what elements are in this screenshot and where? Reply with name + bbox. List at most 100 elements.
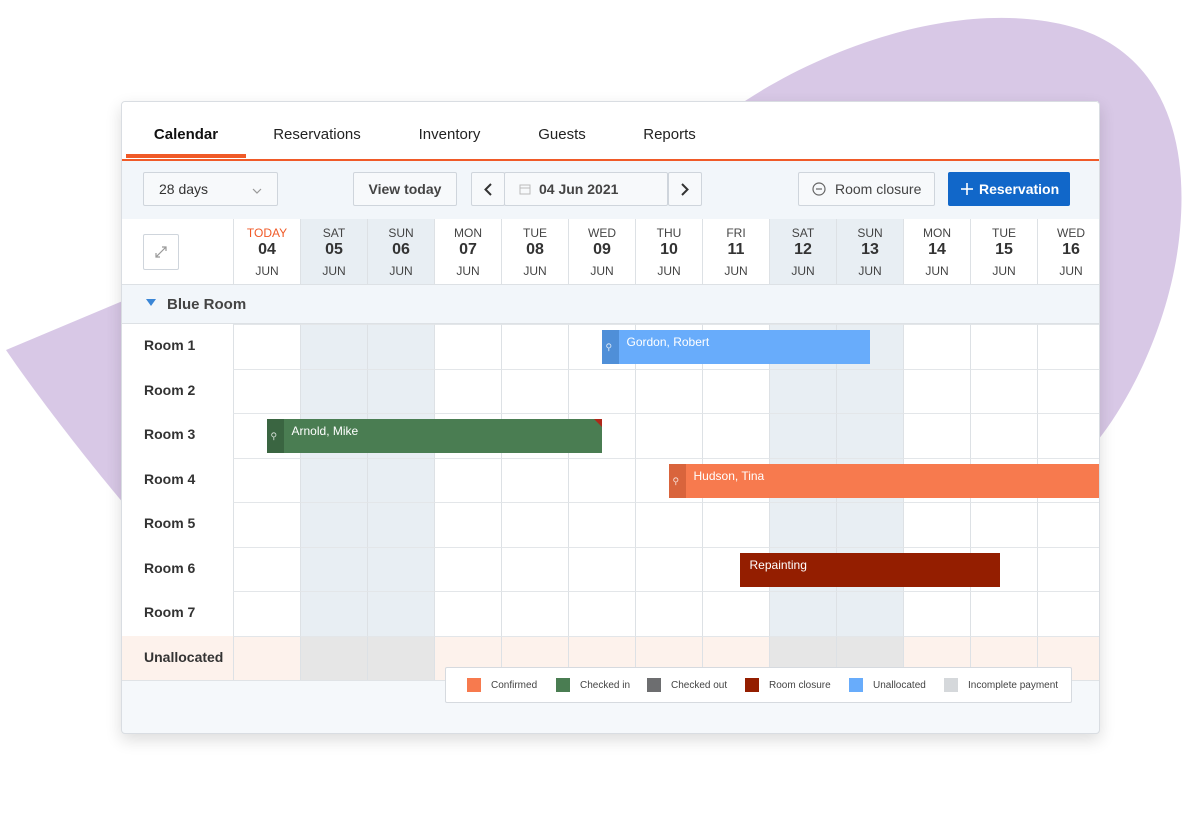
calendar-cell[interactable] bbox=[434, 368, 501, 413]
calendar-cell[interactable] bbox=[434, 324, 501, 369]
calendar-cell[interactable] bbox=[635, 546, 702, 591]
calendar-cell[interactable] bbox=[769, 413, 836, 458]
tab-inventory[interactable]: Inventory bbox=[418, 126, 481, 143]
prev-date-button[interactable] bbox=[471, 172, 505, 206]
booking-name: Hudson, Tina bbox=[693, 468, 765, 483]
view-today-button[interactable]: View today bbox=[353, 172, 457, 206]
calendar-cell[interactable] bbox=[769, 502, 836, 547]
calendar-cell[interactable] bbox=[702, 368, 769, 413]
calendar-cell[interactable] bbox=[769, 368, 836, 413]
calendar-cell[interactable] bbox=[434, 502, 501, 547]
calendar-cell[interactable] bbox=[367, 324, 434, 369]
calendar-cell[interactable] bbox=[367, 502, 434, 547]
calendar-cell[interactable] bbox=[501, 591, 568, 636]
calendar-cell[interactable] bbox=[434, 546, 501, 591]
calendar-cell[interactable] bbox=[501, 368, 568, 413]
calendar-cell[interactable] bbox=[434, 591, 501, 636]
booking-bar[interactable]: Repainting bbox=[739, 552, 1000, 587]
calendar-cell[interactable] bbox=[970, 502, 1037, 547]
calendar-cell[interactable] bbox=[300, 546, 367, 591]
calendar-cell[interactable] bbox=[568, 546, 635, 591]
calendar-cell[interactable] bbox=[367, 368, 434, 413]
calendar-cell[interactable] bbox=[903, 502, 970, 547]
calendar-cell[interactable] bbox=[1037, 546, 1099, 591]
calendar-cell[interactable] bbox=[836, 413, 903, 458]
tab-reports[interactable]: Reports bbox=[643, 126, 696, 143]
calendar-cell[interactable] bbox=[233, 591, 300, 636]
calendar-cell[interactable] bbox=[300, 324, 367, 369]
calendar-cell[interactable] bbox=[635, 368, 702, 413]
calendar-cell[interactable] bbox=[233, 413, 300, 458]
calendar-cell[interactable] bbox=[635, 457, 702, 502]
calendar-cell[interactable] bbox=[903, 413, 970, 458]
calendar-cell[interactable] bbox=[702, 591, 769, 636]
tab-guests[interactable]: Guests bbox=[538, 126, 586, 143]
booking-handle[interactable]: ⚲ bbox=[668, 463, 686, 498]
calendar-cell[interactable] bbox=[501, 546, 568, 591]
calendar-cell[interactable] bbox=[970, 324, 1037, 369]
calendar-cell[interactable] bbox=[568, 502, 635, 547]
calendar-cell[interactable] bbox=[568, 368, 635, 413]
tab-calendar[interactable]: Calendar bbox=[153, 126, 219, 143]
calendar-cell[interactable] bbox=[702, 546, 769, 591]
add-reservation-button[interactable]: Reservation bbox=[948, 172, 1070, 206]
booking-bar[interactable]: ⚲ Hudson, Tina bbox=[668, 463, 1099, 498]
calendar-cell[interactable] bbox=[568, 457, 635, 502]
calendar-cell[interactable] bbox=[501, 457, 568, 502]
flag-corner-indicator bbox=[593, 419, 602, 427]
calendar-cell[interactable] bbox=[970, 591, 1037, 636]
calendar-cell[interactable] bbox=[367, 457, 434, 502]
calendar-cell[interactable] bbox=[300, 368, 367, 413]
calendar-cell[interactable] bbox=[1037, 502, 1099, 547]
calendar-cell[interactable] bbox=[434, 457, 501, 502]
calendar-cell[interactable] bbox=[702, 502, 769, 547]
calendar-cell[interactable] bbox=[300, 635, 367, 680]
calendar-cell[interactable] bbox=[501, 324, 568, 369]
calendar-cell[interactable] bbox=[367, 591, 434, 636]
calendar-cell[interactable] bbox=[300, 502, 367, 547]
calendar-cell[interactable] bbox=[1037, 324, 1099, 369]
calendar-cell[interactable] bbox=[836, 591, 903, 636]
calendar-cell[interactable] bbox=[568, 324, 635, 369]
calendar-cell[interactable] bbox=[769, 591, 836, 636]
calendar-cell[interactable] bbox=[233, 635, 300, 680]
date-picker[interactable]: 04 Jun 2021 bbox=[504, 172, 668, 206]
calendar-cell[interactable] bbox=[970, 368, 1037, 413]
tab-reservations[interactable]: Reservations bbox=[273, 126, 361, 143]
calendar-cell[interactable] bbox=[501, 502, 568, 547]
calendar-cell[interactable] bbox=[635, 413, 702, 458]
calendar-cell[interactable] bbox=[635, 591, 702, 636]
calendar-cell[interactable] bbox=[1037, 368, 1099, 413]
next-date-button[interactable] bbox=[668, 172, 702, 206]
calendar-cell[interactable] bbox=[233, 368, 300, 413]
calendar-cell[interactable] bbox=[300, 457, 367, 502]
calendar-cell[interactable] bbox=[1037, 591, 1099, 636]
calendar-cell[interactable] bbox=[233, 502, 300, 547]
calendar-cell[interactable] bbox=[568, 591, 635, 636]
calendar-cell[interactable] bbox=[903, 591, 970, 636]
room-closure-button[interactable]: Room closure bbox=[798, 172, 935, 206]
calendar-cell[interactable] bbox=[300, 591, 367, 636]
booking-handle[interactable]: ⚲ bbox=[266, 419, 284, 453]
calendar-cell[interactable] bbox=[233, 546, 300, 591]
calendar-cell[interactable] bbox=[836, 502, 903, 547]
calendar-cell[interactable] bbox=[903, 324, 970, 369]
booking-bar[interactable]: ⚲ Arnold, Mike bbox=[266, 419, 602, 453]
day-header: SAT 05 JUN bbox=[300, 219, 367, 284]
calendar-cell[interactable] bbox=[1037, 413, 1099, 458]
calendar-cell[interactable] bbox=[367, 635, 434, 680]
booking-bar[interactable]: ⚲ Gordon, Robert bbox=[601, 330, 870, 364]
calendar-cell[interactable] bbox=[635, 502, 702, 547]
calendar-cell[interactable] bbox=[970, 413, 1037, 458]
calendar-cell[interactable] bbox=[367, 546, 434, 591]
calendar-cell[interactable] bbox=[903, 368, 970, 413]
legend-label: Checked in bbox=[580, 680, 631, 691]
expand-button[interactable] bbox=[143, 234, 179, 270]
calendar-cell[interactable] bbox=[233, 457, 300, 502]
calendar-cell[interactable] bbox=[702, 413, 769, 458]
range-select[interactable]: 28 days bbox=[143, 172, 278, 206]
calendar-cell[interactable] bbox=[233, 324, 300, 369]
room-group-header[interactable]: Blue Room bbox=[122, 284, 1099, 324]
booking-handle[interactable]: ⚲ bbox=[601, 330, 619, 364]
calendar-cell[interactable] bbox=[836, 368, 903, 413]
